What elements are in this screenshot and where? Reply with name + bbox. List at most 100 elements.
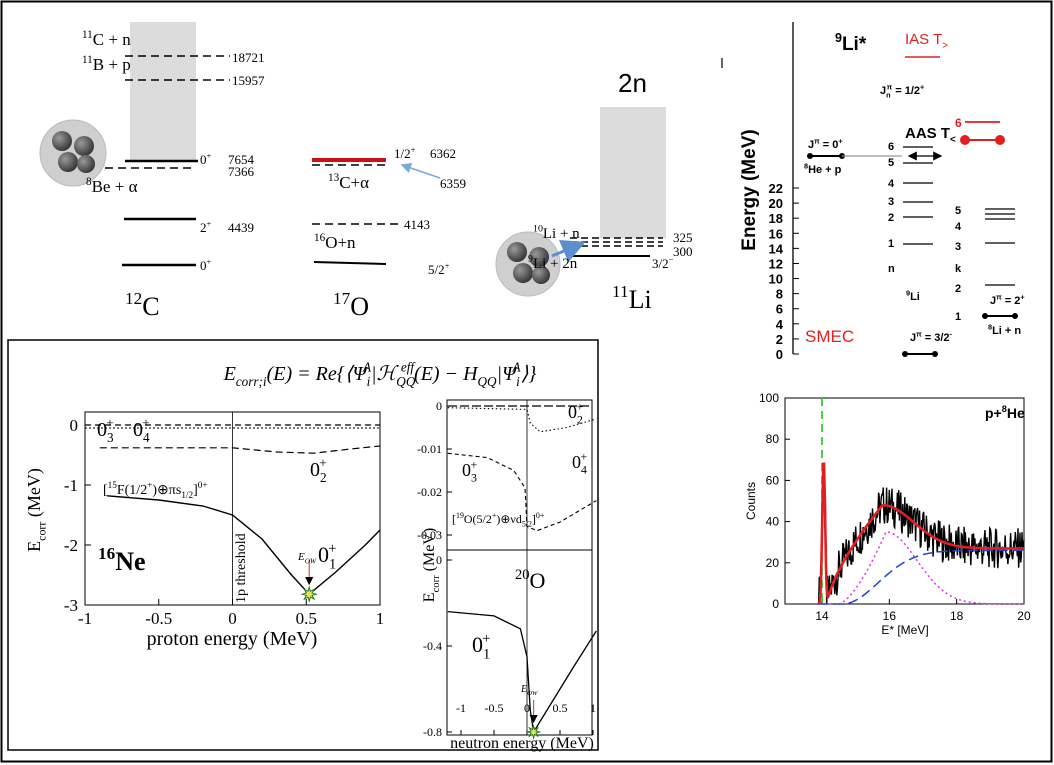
text-part: 1 <box>329 557 336 573</box>
x-tick-label: 20 <box>1017 609 1031 623</box>
j-6362: 1/2+ <box>394 145 416 161</box>
minimum-star <box>525 724 542 740</box>
level-arrow <box>400 162 441 179</box>
text-part: − <box>669 255 674 265</box>
text-part: [ <box>452 512 456 526</box>
text-part: 0 <box>568 402 577 422</box>
threshold-region <box>130 22 196 160</box>
x-tick-label: 0 <box>524 701 530 715</box>
name: 12C <box>125 289 160 321</box>
x-tick-label: 0 <box>228 609 237 628</box>
x-tick-label: 0.5 <box>296 609 317 628</box>
cluster-nucleon <box>52 131 72 151</box>
total-fit <box>817 462 1024 605</box>
text-part: C <box>142 292 159 321</box>
eow: EOW <box>520 684 538 697</box>
cluster-nucleon <box>74 136 94 156</box>
text-part: 0+ <box>198 480 208 490</box>
smec: SMEC <box>805 327 854 346</box>
channel-dot <box>995 135 1005 145</box>
j-gs: 0+ <box>200 257 212 273</box>
text-part: Ne <box>115 547 145 576</box>
text-part: 1 <box>483 647 490 663</box>
state-01 <box>107 495 381 596</box>
channel-dot <box>982 313 988 319</box>
y-tick-label: 0 <box>436 553 442 567</box>
text-part: Li + 2n <box>533 256 578 272</box>
x-tick-label: 1 <box>590 701 596 715</box>
e-7366: 7366 <box>228 164 255 179</box>
level-label: k <box>955 263 962 275</box>
x-tick-label: -1 <box>78 609 92 628</box>
x-tick-label: 16 <box>883 609 897 623</box>
ch-11b: 11B + p <box>82 54 131 74</box>
y-tick-label: 14 <box>769 241 784 256</box>
s02: 02+ <box>310 456 327 485</box>
y-tick-label: 18 <box>769 211 783 226</box>
text-part: 13 <box>328 172 340 184</box>
e-325: 325 <box>673 230 693 245</box>
y-tick-label: 22 <box>769 181 783 196</box>
text-part: O <box>350 292 369 321</box>
level-label: 5 <box>888 157 894 169</box>
text-part: 3 <box>471 470 477 484</box>
text-part: > <box>942 41 948 52</box>
text-part: corr <box>34 522 48 541</box>
text-part: O(5/2 <box>464 512 492 526</box>
text-part: E <box>297 551 305 563</box>
e-6362: 6362 <box>430 146 456 161</box>
text-part: corr;i <box>236 374 267 389</box>
text-part: + <box>207 257 212 267</box>
text-part: 9 <box>835 31 842 45</box>
e-18721: 18721 <box>232 50 265 65</box>
text-part: J <box>990 295 996 307</box>
text-part: B + p <box>93 55 131 74</box>
halo: 2n <box>618 68 647 98</box>
y-tick-label: 20 <box>769 196 783 211</box>
text-part: + <box>207 151 212 161</box>
level-label: 4 <box>888 178 895 190</box>
j-gs: 3/2− <box>652 255 674 271</box>
level-label: 2 <box>888 212 894 224</box>
text-part: Li* <box>842 34 867 55</box>
s01: 01+ <box>472 631 490 663</box>
y-tick-label: 20 <box>766 556 780 570</box>
y-tick-label: -1 <box>64 476 78 495</box>
text-part: 0 <box>310 459 320 481</box>
cluster-nucleon <box>513 263 533 283</box>
y-tick-label: 0 <box>70 416 79 435</box>
text-part: 10 <box>533 224 543 235</box>
axis-title: Energy (MeV) <box>739 129 760 250</box>
y-tick-label: 6 <box>776 302 783 317</box>
text-part: ] <box>532 512 536 526</box>
text-part: + <box>1020 292 1024 301</box>
ch-11c: 11C + n <box>82 29 131 49</box>
y-tick-label: 10 <box>769 272 783 287</box>
channel-dot <box>932 351 938 357</box>
text-part: C + n <box>93 30 131 49</box>
ch-8be: 8Be + α <box>86 176 138 196</box>
text-part: < <box>950 135 956 146</box>
channel-dot <box>807 153 813 159</box>
cluster-nucleon <box>529 247 549 267</box>
e-6359: 6359 <box>440 176 466 191</box>
y-tick-label: 0 <box>436 399 442 413</box>
text-part: 12 <box>125 289 142 308</box>
x-tick-label: 0.5 <box>553 701 568 715</box>
text-part: OW <box>305 556 317 565</box>
text-part: + <box>142 416 149 431</box>
level-label: 6 <box>888 141 894 153</box>
ias: IAS T> <box>905 31 948 52</box>
threshold: 1p threshold <box>234 533 249 603</box>
text-part: + <box>319 456 326 471</box>
text-part: 8 <box>988 322 992 331</box>
text-part: = 0 <box>820 139 839 151</box>
y-tick-label: 4 <box>776 317 784 332</box>
level-label: 2 <box>955 283 961 295</box>
level-label: 4 <box>955 221 962 233</box>
level-label: 1 <box>888 238 894 250</box>
text-part: + <box>580 449 587 463</box>
name: 11Li <box>612 282 652 314</box>
